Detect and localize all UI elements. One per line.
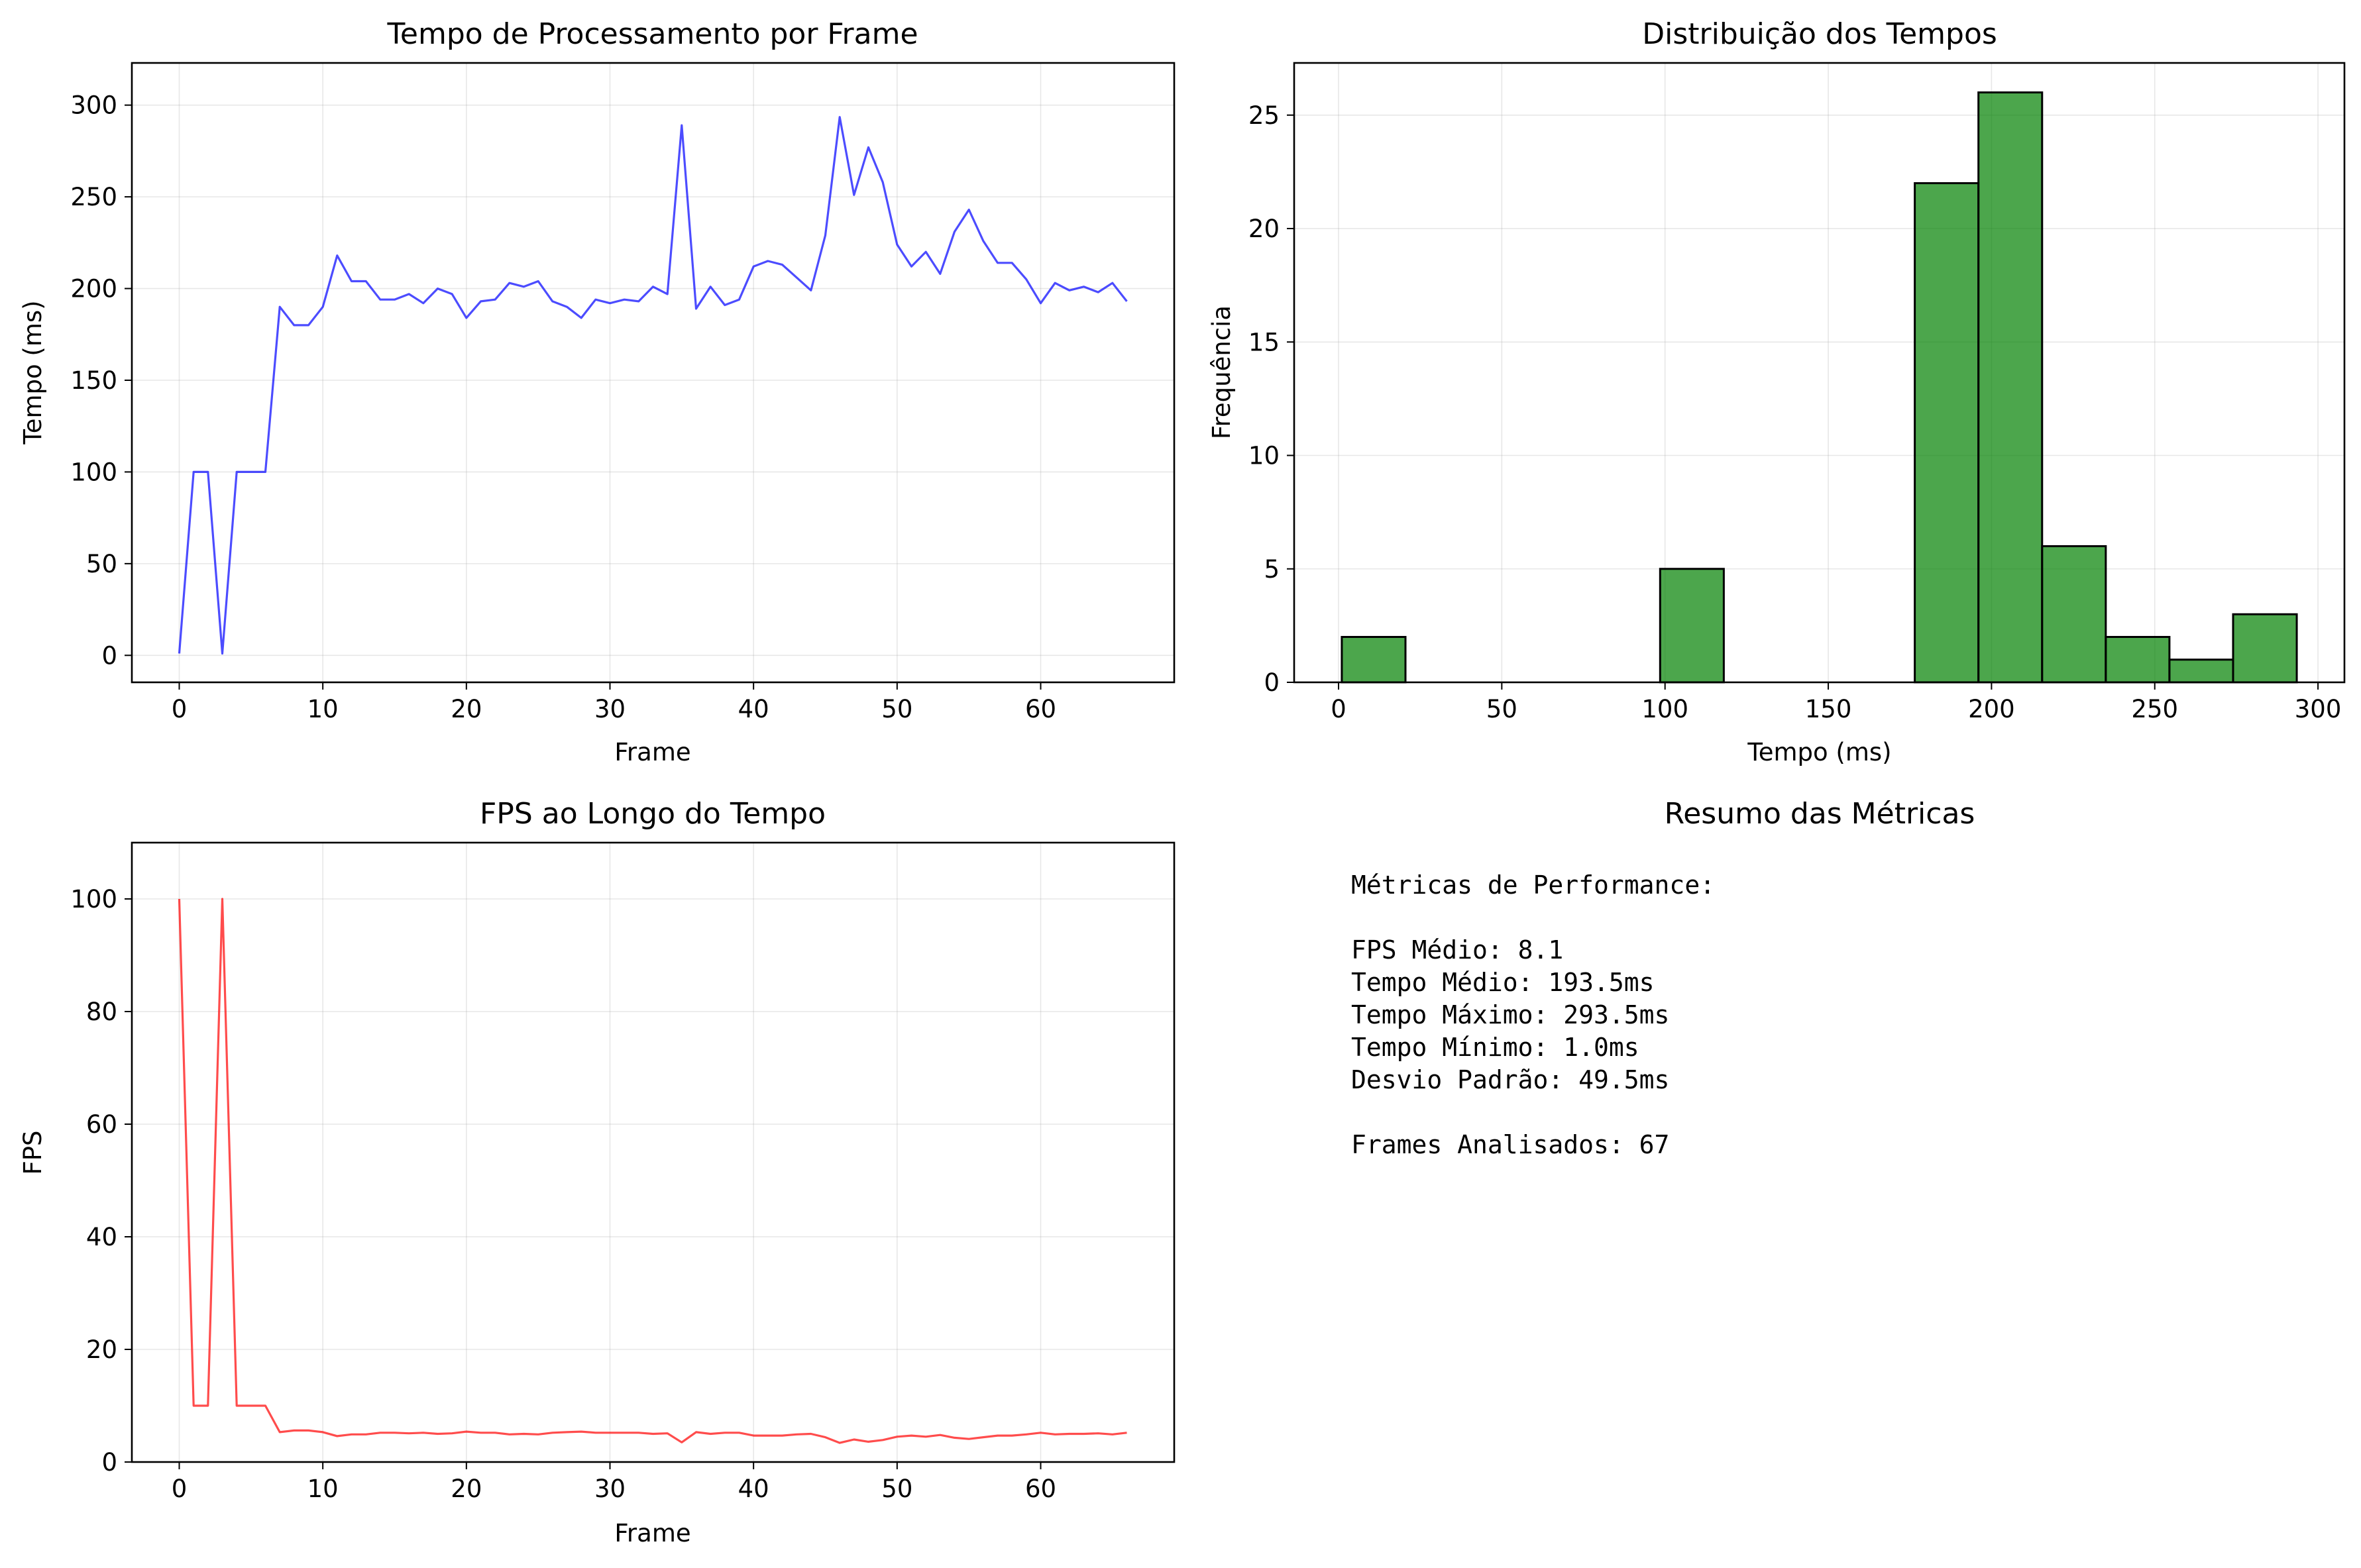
y-tick-label: 250: [70, 183, 117, 211]
x-axis-label: Frame: [614, 738, 690, 766]
x-tick-label: 0: [1331, 695, 1346, 723]
y-tick-label: 50: [86, 550, 117, 578]
histogram-bar: [1977, 91, 2044, 684]
series-line: [178, 116, 1128, 655]
chart-title: Tempo de Processamento por Frame: [386, 17, 918, 51]
y-tick-label: 20: [86, 1335, 117, 1364]
x-tick-label: 60: [1025, 695, 1056, 723]
chart-title: Distribuição dos Tempos: [1642, 17, 1997, 51]
x-tick-label: 40: [738, 695, 769, 723]
y-tick-label: 300: [70, 91, 117, 120]
x-tick-label: 100: [1641, 695, 1688, 723]
x-tick-label: 0: [172, 1475, 188, 1503]
panel-metrics-summary: Resumo das Métricas Métricas de Performa…: [1351, 797, 1975, 1159]
y-tick-label: 40: [86, 1223, 117, 1251]
x-tick-label: 10: [307, 695, 339, 723]
x-tick-label: 20: [451, 1475, 482, 1503]
summary-line-mean-time: Tempo Médio: 193.5ms: [1351, 968, 1655, 997]
summary-line-min-time: Tempo Mínimo: 1.0ms: [1351, 1033, 1639, 1062]
y-axis-label: Tempo (ms): [19, 300, 47, 444]
summary-footer: Frames Analisados: 67: [1351, 1130, 1669, 1159]
x-tick-label: 300: [2295, 695, 2342, 723]
y-tick-label: 0: [101, 1448, 117, 1477]
x-tick-label: 10: [307, 1475, 339, 1503]
x-tick-label: 40: [738, 1475, 769, 1503]
panel-processing-time: Tempo de Processamento por Frame 0 10 20 30…: [19, 17, 1176, 766]
y-tick-label: 25: [1248, 101, 1280, 130]
series-line: [178, 898, 1127, 1444]
chart-title: FPS ao Longo do Tempo: [480, 797, 826, 831]
y-tick-label: 10: [1248, 442, 1280, 470]
panel-time-distribution: Distribuição dos Tempos 0 50 100 150 200 250 3…: [1207, 17, 2346, 766]
x-tick-label: 20: [451, 695, 482, 723]
histogram-bar: [2232, 613, 2298, 684]
histogram-bar: [2168, 658, 2234, 684]
y-tick-label: 200: [70, 275, 117, 303]
x-tick-label: 0: [172, 695, 188, 723]
x-tick-label: 50: [881, 695, 912, 723]
histogram-bar: [1914, 182, 1980, 684]
y-tick-label: 20: [1248, 215, 1280, 243]
summary-line-fps: FPS Médio: 8.1: [1351, 935, 1563, 965]
x-tick-label: 50: [881, 1475, 912, 1503]
y-axis-label: FPS: [19, 1130, 47, 1175]
y-tick-label: 60: [86, 1110, 117, 1139]
summary-line-max-time: Tempo Máximo: 293.5ms: [1351, 1000, 1669, 1029]
y-tick-label: 0: [101, 641, 117, 670]
x-axis-label: Frame: [614, 1519, 690, 1547]
histogram-bar: [1341, 636, 1407, 684]
summary-line-std-dev: Desvio Padrão: 49.5ms: [1351, 1065, 1669, 1094]
y-tick-label: 100: [70, 885, 117, 914]
x-tick-label: 250: [2131, 695, 2178, 723]
summary-title: Resumo das Métricas: [1665, 797, 1975, 831]
x-axis-label: Tempo (ms): [1747, 738, 1891, 766]
x-tick-label: 150: [1805, 695, 1852, 723]
y-tick-label: 100: [70, 458, 117, 486]
y-tick-label: 80: [86, 998, 117, 1026]
x-tick-label: 60: [1025, 1475, 1056, 1503]
y-tick-label: 15: [1248, 328, 1280, 356]
histogram-bar: [1659, 568, 1725, 684]
summary-header: Métricas de Performance:: [1351, 870, 1715, 900]
histogram-bar: [2105, 636, 2171, 684]
plot-frame: [131, 841, 1176, 1463]
x-tick-label: 50: [1486, 695, 1517, 723]
x-tick-label: 30: [594, 1475, 626, 1503]
x-tick-label: 200: [1968, 695, 2015, 723]
histogram-bar: [2041, 545, 2107, 684]
y-tick-label: 5: [1264, 555, 1280, 584]
plot-frame: [1293, 62, 2346, 684]
x-tick-label: 30: [594, 695, 626, 723]
y-axis-label: Frequência: [1207, 305, 1236, 439]
y-tick-label: 150: [70, 366, 117, 395]
y-tick-label: 0: [1264, 668, 1280, 697]
plot-frame: [131, 62, 1176, 684]
panel-fps: FPS ao Longo do Tempo 0 10 20 30 40 50 60 0 20 40…: [19, 797, 1176, 1547]
